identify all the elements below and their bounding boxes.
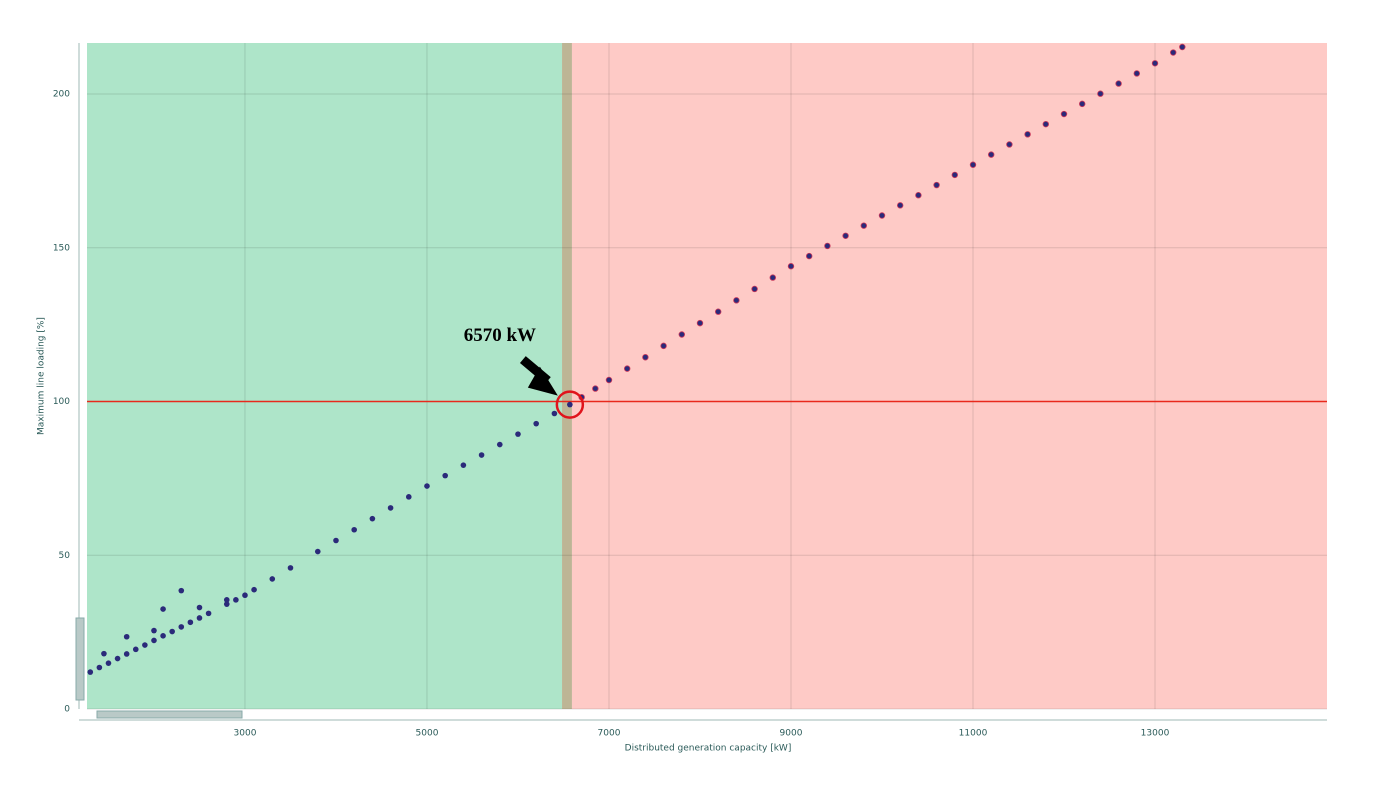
data-point: [87, 669, 94, 675]
data-point: [101, 650, 107, 657]
data-point: [515, 431, 521, 437]
data-point: [1115, 80, 1122, 87]
annotation-label: 6570 kW: [464, 325, 536, 346]
data-point: [678, 331, 685, 338]
data-point: [1006, 141, 1013, 148]
data-point: [314, 548, 321, 555]
data-point: [233, 597, 239, 603]
y-tick-label: 0: [64, 705, 70, 715]
data-point: [424, 483, 430, 489]
x-tick-label: 13000: [1141, 729, 1170, 739]
data-point: [333, 537, 339, 544]
region: [571, 43, 1327, 709]
y-tick-label: 150: [53, 243, 70, 253]
x-tick-label: 7000: [598, 729, 621, 739]
data-point: [1151, 60, 1159, 67]
data-point: [114, 655, 121, 662]
data-point: [123, 651, 130, 657]
data-point: [169, 628, 175, 635]
data-point: [151, 637, 157, 644]
data-point: [988, 151, 995, 158]
data-point: [592, 385, 599, 392]
y-tick-label: 50: [59, 551, 71, 561]
data-point: [660, 342, 667, 350]
data-point: [969, 161, 977, 168]
data-point: [160, 633, 166, 639]
data-point: [187, 619, 194, 626]
x-tick-label: 11000: [959, 729, 988, 739]
highlight-circle: [555, 390, 585, 419]
data-point: [123, 633, 130, 640]
data-point: [1024, 131, 1031, 138]
data-point: [642, 354, 649, 361]
data-point: [605, 376, 613, 384]
y-tick-label: 200: [53, 90, 70, 100]
annotation-arrowhead: [527, 366, 558, 396]
data-point: [933, 181, 940, 189]
data-point: [1097, 90, 1104, 97]
data-point: [223, 597, 230, 603]
data-point: [196, 615, 203, 621]
x-tick-label: 9000: [780, 729, 803, 739]
data-point: [160, 606, 166, 612]
data-point: [287, 565, 294, 571]
y-scrollbar[interactable]: [75, 617, 85, 701]
x-scrollbar[interactable]: [96, 710, 243, 719]
data-point: [151, 627, 157, 634]
x-tick-label: 3000: [234, 729, 257, 739]
data-point: [860, 222, 867, 229]
data-point: [178, 624, 185, 630]
x-tick-label: 5000: [416, 729, 439, 739]
data-point: [842, 232, 849, 239]
data-point: [96, 664, 103, 671]
data-point: [269, 576, 276, 582]
data-point: [223, 601, 230, 607]
plot-area: [87, 43, 1327, 710]
data-point: [387, 505, 394, 511]
data-point: [733, 297, 740, 304]
data-point: [551, 410, 558, 417]
data-point: [915, 192, 922, 199]
data-point: [623, 365, 631, 372]
data-point: [105, 660, 112, 666]
data-point: [714, 308, 722, 315]
data-point: [251, 586, 257, 593]
data-point: [242, 592, 248, 599]
data-point: [132, 646, 139, 653]
data-point: [196, 604, 203, 611]
data-point: [1179, 43, 1186, 51]
data-point: [824, 242, 831, 250]
data-point: [533, 420, 539, 427]
data-point: [478, 452, 485, 458]
region: [562, 43, 572, 709]
data-point: [442, 472, 448, 479]
region: [87, 43, 563, 709]
y-axis-title: Maximum line loading [%]: [37, 317, 47, 435]
data-point: [896, 202, 904, 209]
data-point: [878, 212, 886, 219]
data-point: [460, 462, 467, 468]
data-point: [178, 587, 185, 594]
data-point: [567, 401, 573, 408]
data-point: [1079, 100, 1086, 108]
data-point: [496, 441, 503, 448]
data-point: [369, 515, 376, 522]
data-point: [751, 285, 758, 293]
data-point: [1042, 120, 1050, 128]
data-point: [1133, 70, 1141, 77]
data-point: [696, 319, 704, 327]
data-point: [205, 610, 212, 617]
data-point: [405, 494, 412, 500]
data-point: [769, 274, 776, 281]
y-tick-label: 100: [53, 397, 70, 407]
data-point: [805, 252, 813, 260]
data-point: [787, 263, 795, 270]
data-point: [351, 526, 357, 533]
data-point: [1170, 49, 1177, 56]
x-axis-title: Distributed generation capacity [kW]: [625, 744, 792, 754]
data-point: [142, 642, 148, 648]
data-point: [1060, 110, 1068, 118]
data-point: [951, 171, 958, 179]
